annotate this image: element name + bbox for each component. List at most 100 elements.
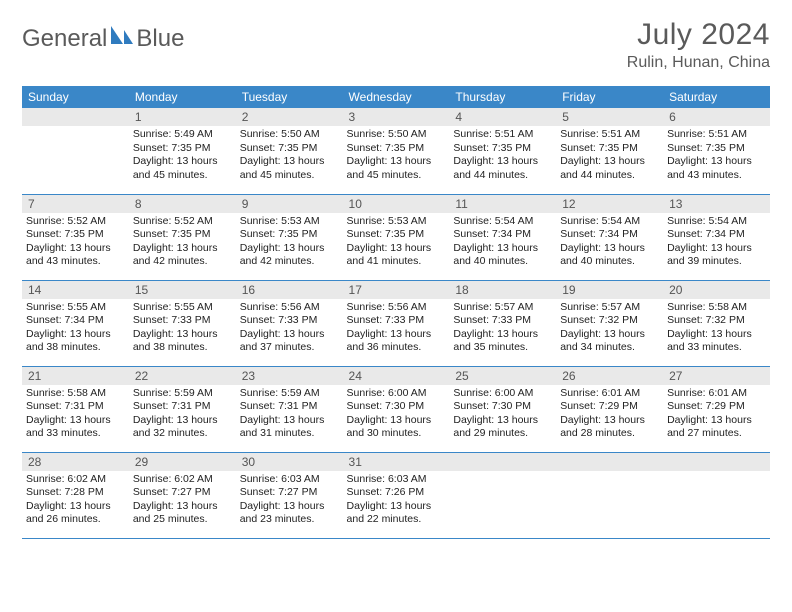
day-number: 12 [556,195,663,213]
day-detail: Sunrise: 5:54 AMSunset: 7:34 PMDaylight:… [663,213,770,274]
logo-text-blue: Blue [136,25,184,53]
day-detail: Sunrise: 6:00 AMSunset: 7:30 PMDaylight:… [343,385,450,446]
day-line: Sunrise: 6:02 AM [133,473,232,487]
day-detail: Sunrise: 5:54 AMSunset: 7:34 PMDaylight:… [556,213,663,274]
day-line: Daylight: 13 hours [26,500,125,514]
calendar-day-cell: 29Sunrise: 6:02 AMSunset: 7:27 PMDayligh… [129,452,236,538]
calendar-day-cell: 2Sunrise: 5:50 AMSunset: 7:35 PMDaylight… [236,108,343,194]
day-line: Sunrise: 5:56 AM [240,301,339,315]
day-number: 18 [449,281,556,299]
day-detail: Sunrise: 5:54 AMSunset: 7:34 PMDaylight:… [449,213,556,274]
day-line: Daylight: 13 hours [453,242,552,256]
day-line: and 45 minutes. [133,169,232,183]
day-number: 21 [22,367,129,385]
day-line: Sunset: 7:35 PM [240,142,339,156]
day-number: 3 [343,108,450,126]
calendar-day-cell: 10Sunrise: 5:53 AMSunset: 7:35 PMDayligh… [343,194,450,280]
day-line: Sunset: 7:33 PM [240,314,339,328]
day-line: Daylight: 13 hours [133,328,232,342]
day-line: and 27 minutes. [667,427,766,441]
day-line: Sunrise: 5:51 AM [560,128,659,142]
day-line: Sunset: 7:35 PM [453,142,552,156]
day-line: Daylight: 13 hours [240,500,339,514]
day-line: Daylight: 13 hours [240,242,339,256]
weekday-header-row: SundayMondayTuesdayWednesdayThursdayFrid… [22,86,770,108]
day-line: Sunset: 7:31 PM [26,400,125,414]
day-detail: Sunrise: 5:59 AMSunset: 7:31 PMDaylight:… [236,385,343,446]
calendar-day-cell: 18Sunrise: 5:57 AMSunset: 7:33 PMDayligh… [449,280,556,366]
calendar-day-cell: 4Sunrise: 5:51 AMSunset: 7:35 PMDaylight… [449,108,556,194]
day-line: Daylight: 13 hours [453,155,552,169]
day-detail: Sunrise: 5:57 AMSunset: 7:32 PMDaylight:… [556,299,663,360]
calendar-day-cell: 3Sunrise: 5:50 AMSunset: 7:35 PMDaylight… [343,108,450,194]
calendar-day-cell: 17Sunrise: 5:56 AMSunset: 7:33 PMDayligh… [343,280,450,366]
day-number: 13 [663,195,770,213]
calendar-week-row: 21Sunrise: 5:58 AMSunset: 7:31 PMDayligh… [22,366,770,452]
location: Rulin, Hunan, China [627,54,770,72]
day-line: Sunset: 7:35 PM [26,228,125,242]
weekday-header: Saturday [663,86,770,108]
day-line: Daylight: 13 hours [560,328,659,342]
day-number: 29 [129,453,236,471]
day-detail: Sunrise: 5:51 AMSunset: 7:35 PMDaylight:… [663,126,770,187]
calendar-day-cell: 30Sunrise: 6:03 AMSunset: 7:27 PMDayligh… [236,452,343,538]
day-line: Daylight: 13 hours [26,328,125,342]
calendar-day-cell: 19Sunrise: 5:57 AMSunset: 7:32 PMDayligh… [556,280,663,366]
day-number: 17 [343,281,450,299]
day-line: Daylight: 13 hours [560,242,659,256]
day-line: Sunset: 7:34 PM [667,228,766,242]
day-line: Sunrise: 6:03 AM [240,473,339,487]
day-line: Daylight: 13 hours [26,414,125,428]
day-number: 4 [449,108,556,126]
day-line: Daylight: 13 hours [453,328,552,342]
day-line: Sunrise: 5:59 AM [133,387,232,401]
day-line: Daylight: 13 hours [667,414,766,428]
day-line: Sunrise: 5:59 AM [240,387,339,401]
day-detail: Sunrise: 5:57 AMSunset: 7:33 PMDaylight:… [449,299,556,360]
day-line: and 44 minutes. [560,169,659,183]
day-line: Sunrise: 6:03 AM [347,473,446,487]
header: General Blue July 2024 Rulin, Hunan, Chi… [22,18,770,72]
day-line: Sunrise: 5:57 AM [453,301,552,315]
day-detail: Sunrise: 6:03 AMSunset: 7:27 PMDaylight:… [236,471,343,532]
day-line: Sunrise: 5:50 AM [347,128,446,142]
day-number: 20 [663,281,770,299]
sail-icon [109,24,135,53]
day-line: Sunset: 7:31 PM [133,400,232,414]
calendar-day-cell: 31Sunrise: 6:03 AMSunset: 7:26 PMDayligh… [343,452,450,538]
day-line: Sunset: 7:30 PM [347,400,446,414]
day-line: Sunrise: 5:55 AM [133,301,232,315]
calendar-body: 1Sunrise: 5:49 AMSunset: 7:35 PMDaylight… [22,108,770,538]
day-line: Sunrise: 6:02 AM [26,473,125,487]
day-line: Sunset: 7:32 PM [560,314,659,328]
day-line: Sunrise: 6:00 AM [453,387,552,401]
title-block: July 2024 Rulin, Hunan, China [627,18,770,72]
day-line: Daylight: 13 hours [133,500,232,514]
weekday-header: Thursday [449,86,556,108]
day-number: 10 [343,195,450,213]
calendar-day-cell: 1Sunrise: 5:49 AMSunset: 7:35 PMDaylight… [129,108,236,194]
day-line: Sunset: 7:29 PM [560,400,659,414]
calendar-day-cell: 11Sunrise: 5:54 AMSunset: 7:34 PMDayligh… [449,194,556,280]
calendar-day-cell: 12Sunrise: 5:54 AMSunset: 7:34 PMDayligh… [556,194,663,280]
day-line: and 28 minutes. [560,427,659,441]
calendar-day-cell: 23Sunrise: 5:59 AMSunset: 7:31 PMDayligh… [236,366,343,452]
day-line: Sunrise: 5:54 AM [453,215,552,229]
day-line: and 31 minutes. [240,427,339,441]
day-number: 27 [663,367,770,385]
day-line: Daylight: 13 hours [560,155,659,169]
day-number: 30 [236,453,343,471]
day-number: 23 [236,367,343,385]
day-detail: Sunrise: 5:50 AMSunset: 7:35 PMDaylight:… [236,126,343,187]
day-line: and 44 minutes. [453,169,552,183]
day-detail: Sunrise: 6:00 AMSunset: 7:30 PMDaylight:… [449,385,556,446]
calendar-day-cell: 8Sunrise: 5:52 AMSunset: 7:35 PMDaylight… [129,194,236,280]
day-line: Sunrise: 5:57 AM [560,301,659,315]
day-detail: Sunrise: 6:01 AMSunset: 7:29 PMDaylight:… [663,385,770,446]
day-number: 15 [129,281,236,299]
day-line: and 33 minutes. [26,427,125,441]
day-line: Sunrise: 5:49 AM [133,128,232,142]
day-line: Sunset: 7:35 PM [240,228,339,242]
calendar-day-cell: 6Sunrise: 5:51 AMSunset: 7:35 PMDaylight… [663,108,770,194]
day-line: and 43 minutes. [667,169,766,183]
